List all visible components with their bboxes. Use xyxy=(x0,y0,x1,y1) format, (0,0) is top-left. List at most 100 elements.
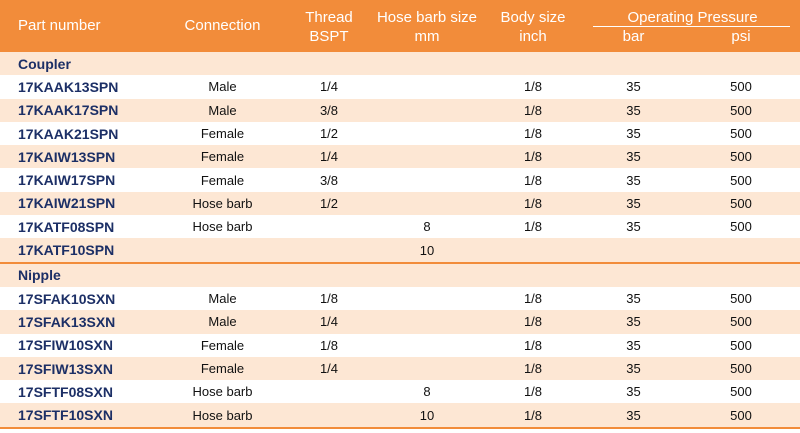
section-title: Nipple xyxy=(0,261,800,287)
psi-cell: 500 xyxy=(682,356,800,381)
hose-barb-cell: 10 xyxy=(373,238,481,263)
body-size-cell: 1/8 xyxy=(481,168,585,192)
header-part-number: Part number xyxy=(0,0,160,52)
table-row: 17KAAK21SPN Female 1/2 1/8 35 500 xyxy=(0,121,800,146)
part-number-cell: 17SFTF08SXN xyxy=(0,380,160,404)
psi-cell: 500 xyxy=(682,380,800,404)
connection-cell: Female xyxy=(160,121,285,146)
part-number-cell: 17KAAK21SPN xyxy=(0,121,160,146)
header-hose-unit: mm xyxy=(373,27,481,52)
hose-barb-cell: 10 xyxy=(373,403,481,427)
header-hose-barb-size: Hose barb size xyxy=(373,0,481,27)
table-row: 17KAAK17SPN Male 3/8 1/8 35 500 xyxy=(0,98,800,122)
table-row: 17KAIW13SPN Female 1/4 1/8 35 500 xyxy=(0,145,800,169)
part-number-cell: 17SFTF10SXN xyxy=(0,403,160,427)
header-thread-unit: BSPT xyxy=(285,27,373,52)
header-psi: psi xyxy=(682,27,800,52)
part-number-cell: 17KATF08SPN xyxy=(0,215,160,239)
table-header: Part number Connection Thread Hose barb … xyxy=(0,0,800,52)
table-row: 17SFAK10SXN Male 1/8 1/8 35 500 xyxy=(0,286,800,311)
part-number-cell: 17SFAK10SXN xyxy=(0,286,160,311)
table-row: 17KAAK13SPN Male 1/4 1/8 35 500 xyxy=(0,75,800,99)
part-number-cell: 17KAAK13SPN xyxy=(0,75,160,99)
connection-cell: Hose barb xyxy=(160,380,285,404)
bar-cell: 35 xyxy=(585,98,682,122)
thread-cell xyxy=(285,215,373,239)
thread-cell: 1/8 xyxy=(285,333,373,357)
table-row: 17KAIW21SPN Hose barb 1/2 1/8 35 500 xyxy=(0,191,800,216)
connection-cell: Hose barb xyxy=(160,191,285,216)
connection-cell: Female xyxy=(160,145,285,169)
connection-cell: Male xyxy=(160,310,285,334)
header-operating-pressure-label: Operating Pressure xyxy=(627,9,758,26)
psi-cell: 500 xyxy=(682,215,800,239)
psi-cell: 500 xyxy=(682,403,800,427)
thread-cell xyxy=(285,238,373,263)
part-number-cell: 17KAIW21SPN xyxy=(0,191,160,216)
body-size-cell: 1/8 xyxy=(481,310,585,334)
bar-cell: 35 xyxy=(585,403,682,427)
hose-barb-cell xyxy=(373,145,481,169)
hose-barb-cell: 8 xyxy=(373,380,481,404)
connection-cell: Hose barb xyxy=(160,403,285,427)
body-size-cell: 1/8 xyxy=(481,286,585,311)
thread-cell: 1/4 xyxy=(285,75,373,99)
part-number-cell: 17SFIW10SXN xyxy=(0,333,160,357)
hose-barb-cell xyxy=(373,168,481,192)
hose-barb-cell: 8 xyxy=(373,215,481,239)
thread-cell: 1/4 xyxy=(285,145,373,169)
part-number-cell: 17KAIW17SPN xyxy=(0,168,160,192)
thread-cell: 1/2 xyxy=(285,121,373,146)
psi-cell: 500 xyxy=(682,145,800,169)
header-bar: bar xyxy=(585,27,682,52)
body-size-cell: 1/8 xyxy=(481,121,585,146)
connection-cell: Male xyxy=(160,286,285,311)
part-number-cell: 17KAAK17SPN xyxy=(0,98,160,122)
thread-cell xyxy=(285,403,373,427)
connection-cell: Male xyxy=(160,75,285,99)
part-number-cell: 17KATF10SPN xyxy=(0,238,160,263)
connection-cell: Female xyxy=(160,168,285,192)
section-row: Coupler xyxy=(0,52,800,76)
body-size-cell: 1/8 xyxy=(481,191,585,216)
body-size-cell xyxy=(481,238,585,263)
header-operating-pressure: Operating Pressure xyxy=(585,0,800,27)
bar-cell: 35 xyxy=(585,75,682,99)
psi-cell xyxy=(682,238,800,263)
thread-cell xyxy=(285,380,373,404)
table-row: 17KATF10SPN 10 xyxy=(0,238,800,263)
connection-cell: Female xyxy=(160,356,285,381)
body-size-cell: 1/8 xyxy=(481,215,585,239)
bar-cell: 35 xyxy=(585,356,682,381)
bar-cell: 35 xyxy=(585,121,682,146)
hose-barb-cell xyxy=(373,121,481,146)
hose-barb-cell xyxy=(373,286,481,311)
psi-cell: 500 xyxy=(682,310,800,334)
part-number-cell: 17KAIW13SPN xyxy=(0,145,160,169)
table-row: 17SFTF10SXN Hose barb 10 1/8 35 500 xyxy=(0,403,800,427)
section-title: Coupler xyxy=(0,52,800,76)
bar-cell: 35 xyxy=(585,310,682,334)
connection-cell: Hose barb xyxy=(160,215,285,239)
body-size-cell: 1/8 xyxy=(481,333,585,357)
thread-cell: 1/8 xyxy=(285,286,373,311)
body-size-cell: 1/8 xyxy=(481,356,585,381)
hose-barb-cell xyxy=(373,191,481,216)
bottom-rule xyxy=(0,427,800,429)
body-size-cell: 1/8 xyxy=(481,403,585,427)
psi-cell: 500 xyxy=(682,168,800,192)
thread-cell: 3/8 xyxy=(285,98,373,122)
table-row: 17SFAK13SXN Male 1/4 1/8 35 500 xyxy=(0,310,800,334)
bar-cell xyxy=(585,238,682,263)
bar-cell: 35 xyxy=(585,215,682,239)
header-divider xyxy=(593,26,791,27)
bar-cell: 35 xyxy=(585,191,682,216)
part-number-cell: 17SFIW13SXN xyxy=(0,356,160,381)
table-row: 17SFTF08SXN Hose barb 8 1/8 35 500 xyxy=(0,380,800,404)
table-row: 17SFIW13SXN Female 1/4 1/8 35 500 xyxy=(0,356,800,381)
bar-cell: 35 xyxy=(585,286,682,311)
connection-cell: Male xyxy=(160,98,285,122)
hose-barb-cell xyxy=(373,310,481,334)
bar-cell: 35 xyxy=(585,145,682,169)
